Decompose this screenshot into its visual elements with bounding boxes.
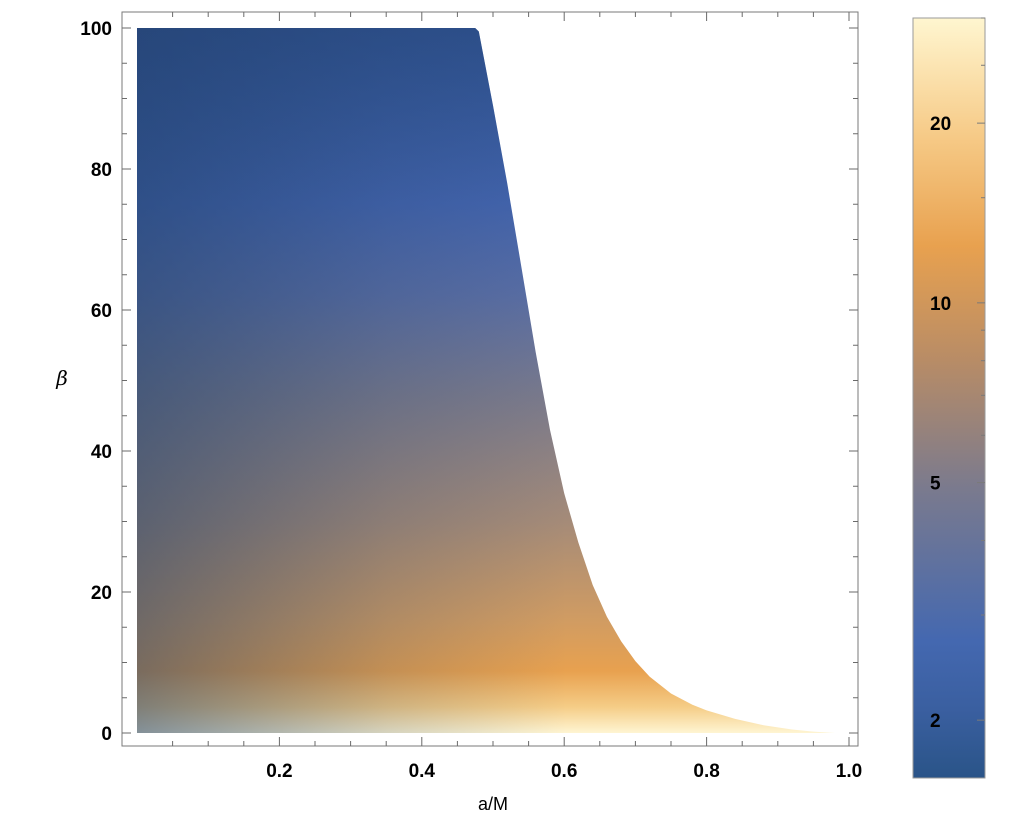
- region-top-shade: [137, 28, 835, 733]
- y-axis-ticks: [122, 27, 858, 734]
- y-tick-label: 0: [101, 724, 112, 745]
- y-tick-label: 100: [80, 19, 112, 40]
- colorbar-tick-label: 5: [930, 474, 941, 495]
- x-tick-label: 0.6: [551, 761, 577, 782]
- colorbar-ticks: [977, 17, 985, 721]
- y-tick-label: 60: [91, 301, 112, 322]
- x-tick-label: 0.4: [409, 761, 436, 782]
- colorbar-tick-label: 20: [930, 114, 951, 135]
- x-axis-label: a/M: [478, 794, 508, 814]
- filled-region: [137, 28, 835, 733]
- y-axis-tick-labels: 0 20 40 60 80 100: [80, 19, 112, 745]
- y-tick-label: 80: [91, 160, 112, 181]
- x-tick-label: 0.8: [693, 761, 719, 782]
- colorbar-gradient: [913, 18, 985, 778]
- y-axis-label: β: [55, 366, 68, 390]
- y-tick-label: 20: [91, 583, 112, 604]
- x-axis-tick-labels: 0.2 0.4 0.6 0.8 1.0: [266, 761, 862, 782]
- colorbar-tick-labels: 2 5 10 20: [930, 114, 951, 732]
- plot-frame: [121, 11, 859, 747]
- colorbar: 2 5 10 20: [912, 17, 986, 779]
- colorbar-tick-label: 2: [930, 711, 941, 732]
- colorbar-frame: [912, 17, 986, 779]
- colorbar-tick-label: 10: [930, 294, 951, 315]
- x-tick-label: 0.2: [266, 761, 292, 782]
- x-axis-ticks: [172, 12, 850, 746]
- x-tick-label: 1.0: [836, 761, 862, 782]
- y-tick-label: 40: [91, 442, 112, 463]
